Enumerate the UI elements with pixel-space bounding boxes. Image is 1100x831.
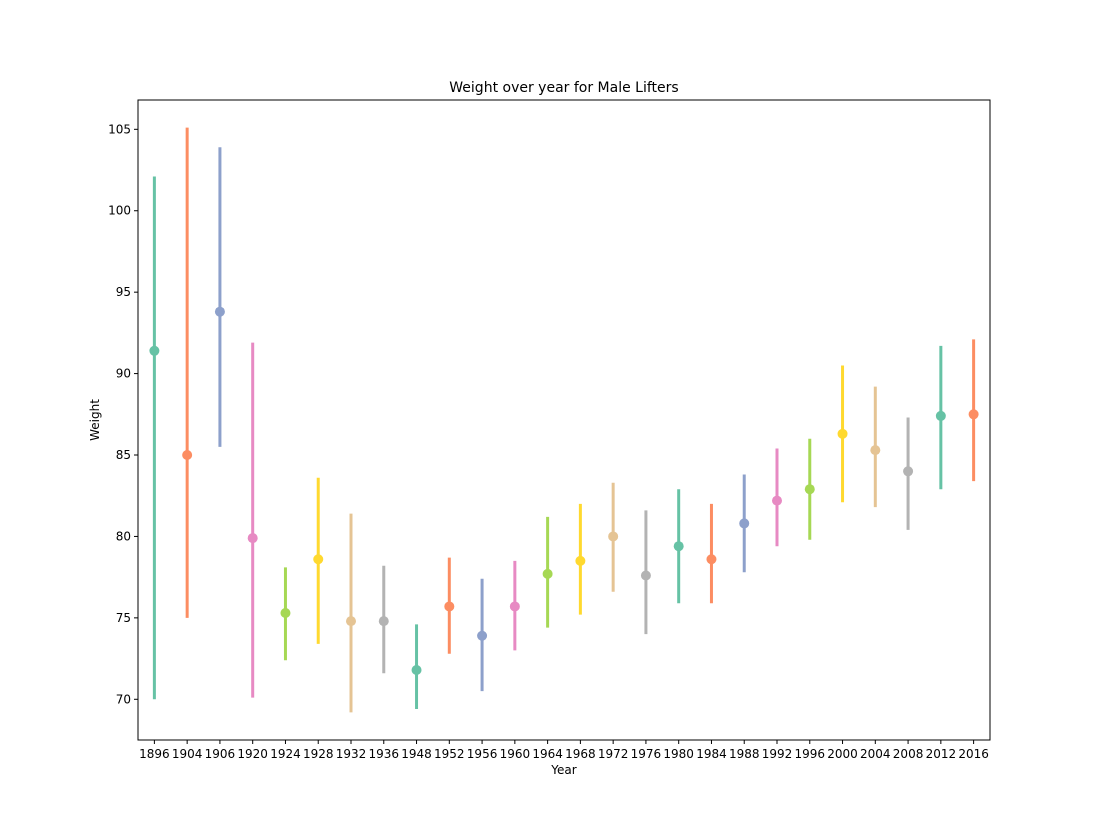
y-tick-label-90: 90 [116, 367, 131, 381]
y-axis: 70 75 80 85 90 95 100 105 [108, 122, 138, 706]
point-1928 [313, 554, 324, 565]
x-tick-label-1928: 1928 [303, 747, 334, 761]
point-2008 [903, 466, 914, 477]
y-axis-label: Weight [88, 399, 102, 441]
x-tick-label-1948: 1948 [401, 747, 432, 761]
point-1972 [608, 531, 619, 542]
x-tick-label-2008: 2008 [893, 747, 924, 761]
y-tick-label-70: 70 [116, 692, 131, 706]
x-tick-label-1988: 1988 [729, 747, 760, 761]
point-1904 [182, 450, 193, 461]
x-tick-label-1984: 1984 [696, 747, 727, 761]
point-1920 [247, 533, 258, 544]
x-tick-label-1932: 1932 [336, 747, 367, 761]
point-2016 [968, 409, 979, 420]
point-1924 [280, 607, 291, 618]
y-tick-label-80: 80 [116, 529, 131, 543]
y-tick-label-95: 95 [116, 285, 131, 299]
point-1984 [706, 554, 717, 565]
point-1976 [640, 570, 651, 581]
x-tick-label-1960: 1960 [500, 747, 531, 761]
point-1980 [673, 541, 684, 552]
x-axis: 1896 1904 1906 1920 1924 1928 1932 1936 1948 1952… [139, 740, 989, 761]
x-tick-label-1936: 1936 [368, 747, 399, 761]
point-2000 [837, 428, 848, 439]
x-tick-label-1980: 1980 [663, 747, 694, 761]
x-tick-label-2012: 2012 [926, 747, 957, 761]
point-1996 [804, 484, 815, 495]
point-1936 [378, 616, 389, 627]
x-tick-label-1976: 1976 [631, 747, 662, 761]
x-tick-label-1924: 1924 [270, 747, 301, 761]
x-tick-label-1952: 1952 [434, 747, 465, 761]
x-axis-label: Year [550, 763, 576, 777]
point-1960 [509, 601, 520, 612]
x-tick-label-1896: 1896 [139, 747, 170, 761]
point-1968 [575, 555, 586, 566]
x-tick-label-1964: 1964 [532, 747, 563, 761]
y-tick-label-105: 105 [108, 122, 131, 136]
x-tick-label-1972: 1972 [598, 747, 629, 761]
x-tick-label-1968: 1968 [565, 747, 596, 761]
point-1952 [444, 601, 455, 612]
x-tick-label-1956: 1956 [467, 747, 498, 761]
point-2012 [935, 410, 946, 421]
point-2004 [870, 445, 881, 456]
plot-frame [137, 99, 991, 741]
chart-title: Weight over year for Male Lifters [449, 80, 678, 96]
point-1932 [346, 616, 356, 627]
x-tick-label-2004: 2004 [860, 747, 891, 761]
x-tick-label-1992: 1992 [762, 747, 793, 761]
point-1992 [772, 495, 782, 506]
point-1956 [477, 630, 488, 641]
point-1964 [542, 568, 553, 579]
plot-marks [149, 127, 979, 713]
point-1988 [739, 518, 750, 529]
x-tick-label-1906: 1906 [205, 747, 236, 761]
x-tick-label-1904: 1904 [172, 747, 203, 761]
point-1948 [411, 664, 422, 675]
y-tick-label-85: 85 [116, 448, 131, 462]
y-tick-label-100: 100 [108, 204, 131, 218]
point-1896 [149, 345, 160, 356]
x-tick-label-1996: 1996 [794, 747, 825, 761]
point-1906 [214, 306, 225, 317]
x-tick-label-1920: 1920 [237, 747, 268, 761]
y-tick-label-75: 75 [116, 611, 131, 625]
x-tick-label-2000: 2000 [827, 747, 858, 761]
x-tick-label-2016: 2016 [958, 747, 989, 761]
